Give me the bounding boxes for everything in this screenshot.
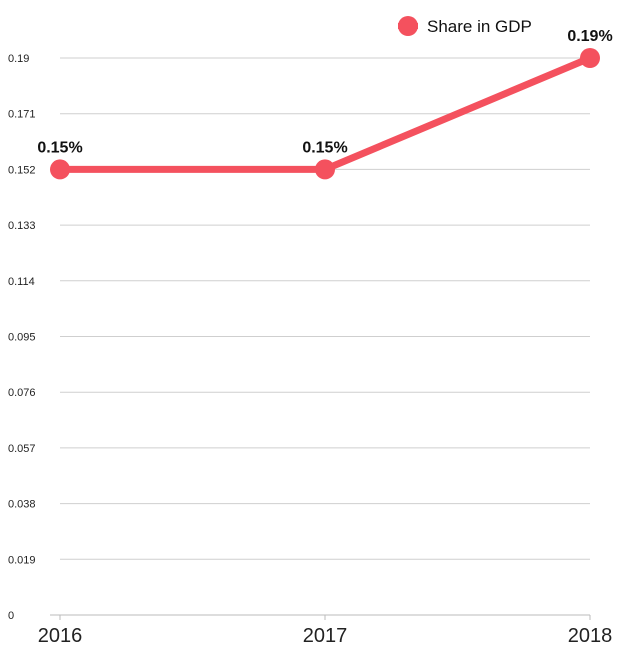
grid-lines	[60, 57, 590, 560]
data-label: 0.19%	[567, 28, 612, 45]
y-tick-label: 0	[8, 610, 14, 622]
data-point[interactable]	[580, 48, 600, 68]
x-tick-label: 2017	[303, 625, 348, 647]
y-tick-label: 0.057	[8, 443, 36, 455]
x-tick-label: 2018	[568, 625, 613, 647]
data-labels: 0.15% 0.15% 0.19%	[37, 28, 612, 156]
y-tick-label: 0.171	[8, 109, 36, 121]
data-label: 0.15%	[37, 139, 82, 156]
y-tick-label: 0.152	[8, 164, 36, 176]
data-point[interactable]	[315, 159, 335, 180]
series-share-in-gdp	[50, 48, 600, 180]
y-tick-label: 0.19	[8, 53, 29, 65]
y-tick-label: 0.114	[8, 276, 35, 288]
y-tick-label: 0.133	[8, 220, 36, 232]
y-tick-label: 0.019	[8, 554, 36, 566]
y-tick-label: 0.076	[8, 387, 36, 399]
x-tick-label: 2016	[38, 625, 83, 647]
y-tick-label: 0.095	[8, 332, 36, 344]
legend-label: Share in GDP	[427, 17, 532, 36]
legend[interactable]: Share in GDP	[398, 16, 532, 36]
x-axis: 2016 2017 2018	[38, 614, 613, 647]
data-point[interactable]	[50, 159, 70, 180]
y-tick-label: 0.038	[8, 499, 36, 511]
data-label: 0.15%	[302, 139, 347, 156]
y-axis-ticks: 0 0.019 0.038 0.057 0.076 0.095 0.114 0.133 0.15…	[8, 53, 36, 622]
legend-marker-icon	[398, 16, 418, 36]
